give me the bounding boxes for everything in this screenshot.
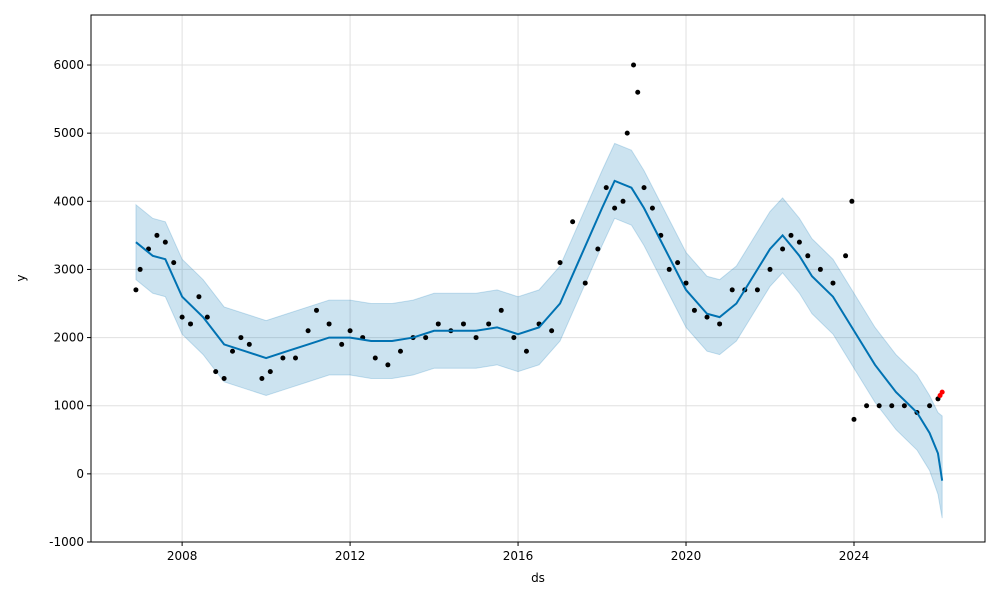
y-tick-label: 6000 — [53, 58, 84, 72]
observed-point — [612, 205, 618, 211]
forecast-line — [135, 179, 944, 481]
observed-point — [154, 232, 160, 238]
observed-point — [729, 287, 735, 293]
observed-point — [385, 362, 391, 368]
observed-point — [817, 266, 823, 272]
observed-point — [876, 403, 882, 409]
observed-point — [196, 294, 202, 300]
observed-point — [213, 369, 219, 375]
observed-point — [267, 369, 273, 375]
observed-point — [843, 253, 849, 259]
observed-point — [620, 198, 626, 204]
observed-point — [717, 321, 723, 327]
x-tick-label: 2020 — [671, 549, 702, 563]
observed-point — [624, 130, 630, 136]
y-tick-label: 5000 — [53, 126, 84, 140]
observed-point — [460, 321, 466, 327]
observed-point — [204, 314, 210, 320]
observed-point — [188, 321, 194, 327]
observed-point — [754, 287, 760, 293]
x-tick-label: 2008 — [167, 549, 198, 563]
uncertainty-band — [135, 142, 943, 519]
y-tick-label: 0 — [76, 467, 84, 481]
observed-point — [635, 89, 641, 95]
observed-point — [292, 355, 298, 361]
observed-point — [523, 348, 529, 354]
observed-point — [423, 335, 429, 341]
observed-point — [305, 328, 311, 334]
observed-point — [864, 403, 870, 409]
y-tick-label: -1000 — [49, 535, 84, 549]
observed-point — [849, 198, 855, 204]
observed-point — [133, 287, 139, 293]
observed-point — [641, 185, 647, 191]
observed-point — [238, 335, 244, 341]
observed-point — [171, 260, 177, 266]
observed-point — [557, 260, 563, 266]
y-tick-label: 1000 — [53, 399, 84, 413]
x-axis-label: ds — [531, 571, 545, 585]
observed-point — [796, 239, 802, 245]
y-tick-label: 3000 — [53, 262, 84, 276]
observed-point — [603, 185, 609, 191]
observed-point — [162, 239, 168, 245]
observed-point — [372, 355, 378, 361]
observed-point — [498, 307, 504, 313]
observed-point — [851, 416, 857, 422]
observed-point — [179, 314, 185, 320]
x-tick-label: 2024 — [839, 549, 870, 563]
observed-point — [326, 321, 332, 327]
observed-point — [805, 253, 811, 259]
observed-point — [649, 205, 655, 211]
plot-frame — [90, 14, 986, 543]
observed-point — [435, 321, 441, 327]
observed-point — [246, 341, 252, 347]
observed-point — [927, 403, 933, 409]
observed-point — [486, 321, 492, 327]
observed-point — [683, 280, 689, 286]
observed-point — [473, 335, 479, 341]
observed-point — [549, 328, 555, 334]
observed-point — [582, 280, 588, 286]
observed-point — [280, 355, 286, 361]
observed-point — [889, 403, 895, 409]
x-tick-label: 2016 — [503, 549, 534, 563]
observed-point — [691, 307, 697, 313]
observed-point — [704, 314, 710, 320]
observed-point — [397, 348, 403, 354]
observed-point — [570, 219, 576, 225]
observed-point — [595, 246, 601, 252]
observed-point — [830, 280, 836, 286]
y-tick-label: 4000 — [53, 194, 84, 208]
observed-point — [666, 266, 672, 272]
y-axis-label: y — [14, 274, 28, 281]
observed-point — [901, 403, 907, 409]
observed-point — [313, 307, 319, 313]
observed-point — [767, 266, 773, 272]
observed-point — [780, 246, 786, 252]
observed-point — [511, 335, 517, 341]
recent-point — [939, 389, 945, 395]
y-tick-label: 2000 — [53, 331, 84, 345]
observed-point — [259, 375, 265, 381]
observed-point — [631, 62, 637, 68]
observed-point — [347, 328, 353, 334]
observed-point — [137, 266, 143, 272]
observed-point — [339, 341, 345, 347]
x-tick-label: 2012 — [335, 549, 366, 563]
observed-point — [221, 375, 227, 381]
observed-point — [230, 348, 236, 354]
observed-point — [675, 260, 681, 266]
observed-point — [788, 232, 794, 238]
